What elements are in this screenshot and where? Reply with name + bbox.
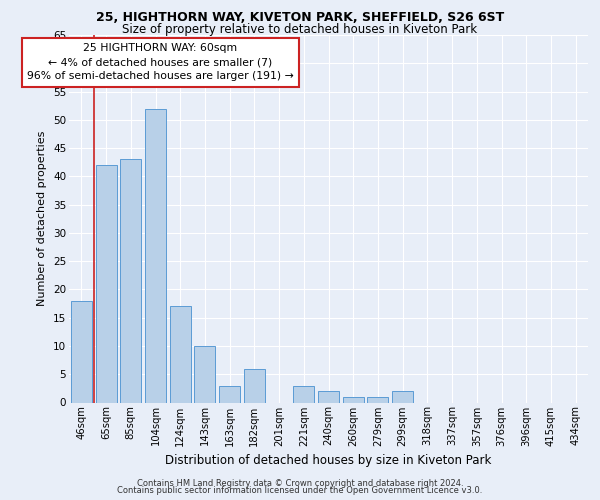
X-axis label: Distribution of detached houses by size in Kiveton Park: Distribution of detached houses by size …	[166, 454, 491, 467]
Bar	[145, 108, 166, 403]
Bar	[95, 165, 116, 402]
Bar	[318, 391, 339, 402]
Text: Size of property relative to detached houses in Kiveton Park: Size of property relative to detached ho…	[122, 22, 478, 36]
Bar	[194, 346, 215, 403]
Bar	[120, 160, 141, 402]
Text: 25, HIGHTHORN WAY, KIVETON PARK, SHEFFIELD, S26 6ST: 25, HIGHTHORN WAY, KIVETON PARK, SHEFFIE…	[96, 11, 504, 24]
Bar	[293, 386, 314, 402]
Bar	[71, 300, 92, 402]
Text: Contains public sector information licensed under the Open Government Licence v3: Contains public sector information licen…	[118, 486, 482, 495]
Text: 25 HIGHTHORN WAY: 60sqm
← 4% of detached houses are smaller (7)
96% of semi-deta: 25 HIGHTHORN WAY: 60sqm ← 4% of detached…	[27, 44, 294, 82]
Bar	[219, 386, 240, 402]
Bar	[367, 397, 388, 402]
Y-axis label: Number of detached properties: Number of detached properties	[37, 131, 47, 306]
Bar	[392, 391, 413, 402]
Bar	[244, 368, 265, 402]
Text: Contains HM Land Registry data © Crown copyright and database right 2024.: Contains HM Land Registry data © Crown c…	[137, 478, 463, 488]
Bar	[170, 306, 191, 402]
Bar	[343, 397, 364, 402]
